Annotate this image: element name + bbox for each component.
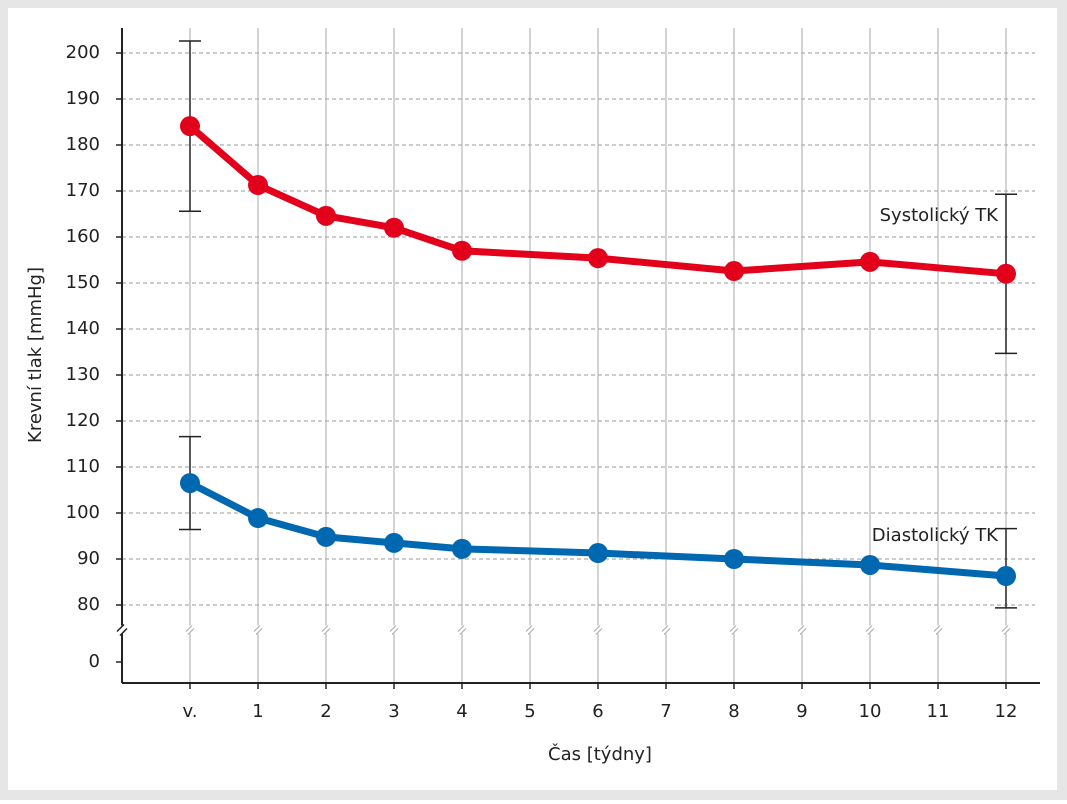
- x-tick-label: 5: [524, 701, 535, 722]
- data-point: [724, 549, 744, 569]
- data-point: [316, 526, 336, 547]
- axis-break: [321, 625, 331, 635]
- data-point: [996, 566, 1016, 587]
- x-tick-label: 3: [388, 701, 399, 722]
- data-point: [452, 240, 472, 261]
- y-tick-label: 170: [66, 180, 100, 201]
- x-tick-label: 9: [796, 701, 807, 722]
- axis-break-gap: [253, 625, 263, 634]
- x-tick-label: 11: [927, 701, 950, 722]
- data-point: [452, 538, 472, 559]
- axis-break: [1001, 625, 1011, 635]
- series-label: Diastolický TK: [872, 525, 999, 546]
- y-tick-label: 120: [66, 410, 100, 431]
- data-point: [180, 473, 200, 494]
- axis-break-gap: [457, 625, 467, 634]
- data-point: [860, 251, 880, 272]
- y-axis-label: Krevní tlak [mmHg]: [25, 267, 46, 443]
- y-tick-label: 190: [66, 88, 100, 109]
- x-tick-label: 12: [995, 701, 1018, 722]
- data-point: [384, 217, 404, 238]
- axis-break: [593, 625, 603, 635]
- data-point: [860, 554, 880, 575]
- axis-break-gap: [116, 625, 128, 634]
- y-tick-label: 180: [66, 134, 100, 155]
- axis-break-gap: [185, 625, 195, 634]
- axis-break-gap: [525, 625, 535, 634]
- axis-break: [253, 625, 263, 635]
- y-tick-label: 80: [77, 594, 100, 615]
- axis-break: [116, 623, 128, 637]
- x-tick-label: 4: [456, 701, 467, 722]
- y-tick-label: 100: [66, 502, 100, 523]
- data-point: [588, 248, 608, 269]
- y-tick-label: 160: [66, 226, 100, 247]
- data-point: [724, 261, 744, 282]
- x-axis-label: Čas [týdny]: [548, 743, 652, 765]
- x-tick-label: 7: [660, 701, 671, 722]
- x-tick-label: 2: [320, 701, 331, 722]
- data-point: [384, 532, 404, 553]
- axis-break-gap: [933, 625, 943, 634]
- axis-break-gap: [865, 625, 875, 634]
- panel: [8, 8, 1057, 790]
- y-tick-label: 140: [66, 318, 100, 339]
- x-tick-label: 1: [252, 701, 263, 722]
- y-tick-label: 150: [66, 272, 100, 293]
- data-point: [996, 263, 1016, 284]
- axis-break: [865, 625, 875, 635]
- y-tick-label: 0: [89, 651, 100, 672]
- y-tick-label: 90: [77, 548, 100, 569]
- axis-break-gap: [797, 625, 807, 634]
- y-tick-label: 110: [66, 456, 100, 477]
- axis-break: [185, 625, 195, 635]
- axis-break-gap: [661, 625, 671, 634]
- data-point: [588, 543, 608, 564]
- data-point: [248, 175, 268, 196]
- axis-break-gap: [1001, 625, 1011, 634]
- axis-break: [729, 625, 739, 635]
- data-point: [180, 116, 200, 137]
- x-tick-label: 10: [859, 701, 882, 722]
- axis-break: [661, 625, 671, 635]
- axis-break: [797, 625, 807, 635]
- x-tick-label: v.: [183, 701, 198, 722]
- y-tick-label: 200: [66, 42, 100, 63]
- axis-break: [933, 625, 943, 635]
- x-tick-label: 6: [592, 701, 603, 722]
- data-point: [316, 205, 336, 226]
- data-point: [248, 508, 268, 529]
- axis-break-gap: [729, 625, 739, 634]
- axis-break: [389, 625, 399, 635]
- axis-break-gap: [389, 625, 399, 634]
- axis-break-gap: [321, 625, 331, 634]
- y-tick-label: 130: [66, 364, 100, 385]
- x-tick-label: 8: [728, 701, 739, 722]
- axis-break: [457, 625, 467, 635]
- axis-break: [525, 625, 535, 635]
- axis-break-gap: [593, 625, 603, 634]
- series-label: Systolický TK: [880, 205, 1000, 226]
